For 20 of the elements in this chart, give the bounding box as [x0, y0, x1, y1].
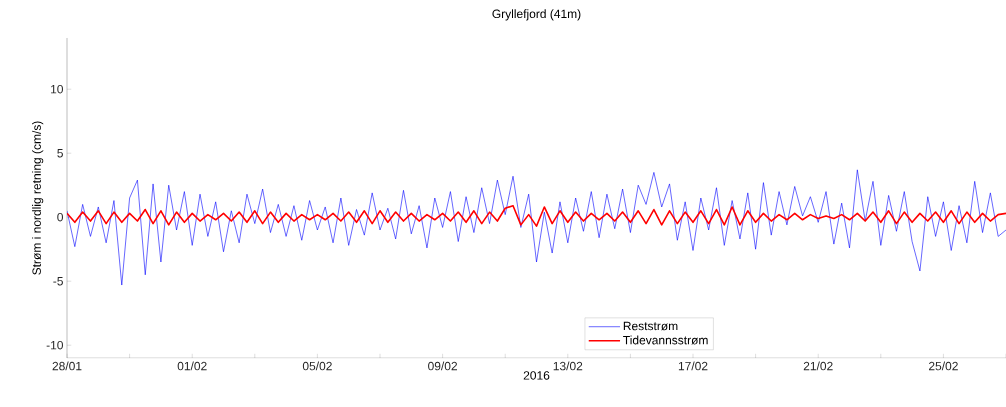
legend-label: Reststrøm — [623, 321, 678, 331]
y-tick-label: -5 — [53, 277, 63, 286]
x-tick-label: 09/02 — [428, 361, 458, 371]
y-tick-label: 5 — [57, 149, 63, 158]
y-axis-title: Strøm i nordlig retning (cm/s) — [32, 121, 44, 275]
x-tick-label: 25/02 — [928, 361, 958, 371]
x-tick-label: 05/02 — [302, 361, 332, 371]
y-tick-label: -10 — [46, 340, 63, 350]
x-tick-label: 13/02 — [553, 361, 583, 371]
x-tick-label: 28/01 — [52, 361, 82, 371]
y-tick-label: 10 — [51, 84, 63, 94]
line-series — [67, 169, 1006, 286]
y-tick-label: 0 — [57, 212, 64, 222]
legend-label: Tidevannsstrøm — [623, 335, 708, 345]
x-tick-label: 21/02 — [803, 361, 833, 371]
chart-title: Gryllefjord (41m) — [492, 9, 581, 21]
x-tick-label: 01/02 — [177, 361, 207, 371]
x-tick-label: 17/02 — [678, 361, 708, 371]
line-series — [67, 204, 1006, 227]
x-axis-title: 2016 — [523, 371, 550, 380]
